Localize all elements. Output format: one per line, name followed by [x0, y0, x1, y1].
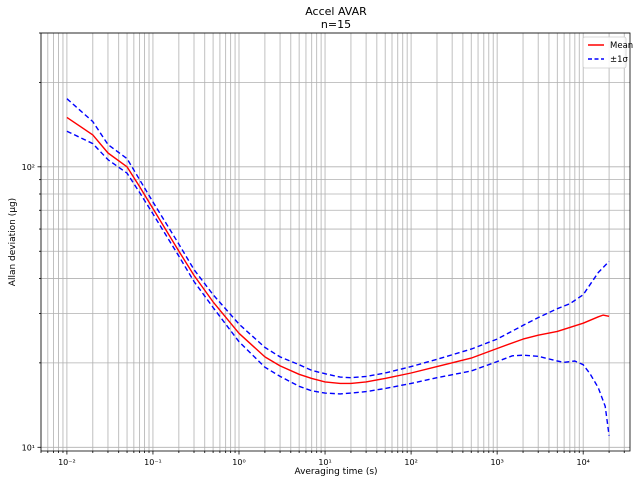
chart-title: Accel AVAR — [305, 5, 367, 18]
legend: Mean ±1σ — [582, 36, 633, 69]
mean-line — [66, 116, 610, 385]
y-tick-label: 10¹ — [22, 443, 35, 452]
grid — [40, 32, 630, 451]
y-tick-label: 10² — [22, 163, 35, 172]
x-tick-label: 10⁴ — [576, 458, 589, 467]
x-tick-label: 10¹ — [318, 458, 331, 467]
legend-mean-label: Mean — [610, 41, 633, 51]
series-group — [66, 98, 610, 436]
chart-subtitle: n=15 — [321, 18, 351, 31]
plot-frame — [40, 32, 631, 452]
y-axis-label: Allan deviation (µg) — [8, 198, 18, 286]
sigma-lower-line — [66, 130, 610, 436]
x-tick-label: 10⁰ — [232, 458, 245, 467]
x-tick-label: 10⁻² — [58, 458, 76, 467]
x-tick-label: 10³ — [490, 458, 503, 467]
x-tick-label: 10² — [404, 458, 417, 467]
sigma-upper-line — [66, 98, 610, 379]
axis-ticks: 10⁻² 10⁻¹ 10⁰ 10¹ 10² 10³ 10⁴ 10¹ 10² — [22, 32, 625, 467]
x-axis-label: Averaging time (s) — [294, 467, 377, 477]
legend-sigma-label: ±1σ — [610, 55, 629, 65]
x-tick-label: 10⁻¹ — [144, 458, 162, 467]
